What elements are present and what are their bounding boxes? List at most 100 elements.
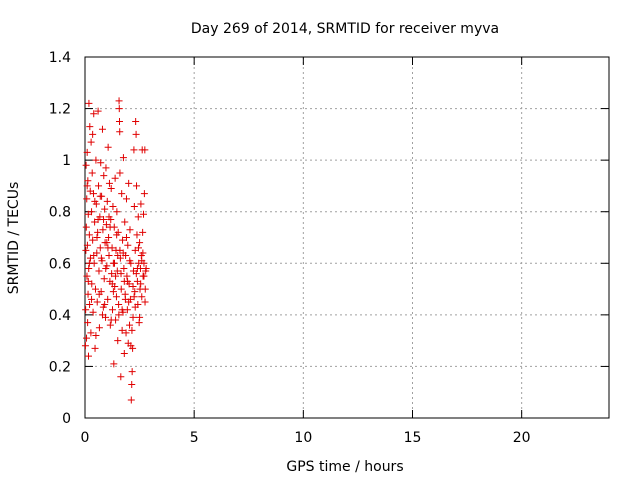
data-point <box>86 301 94 309</box>
data-point <box>137 200 145 208</box>
data-point <box>103 197 111 205</box>
data-point <box>82 223 90 231</box>
data-point <box>105 252 113 260</box>
data-point <box>125 179 133 187</box>
data-point <box>120 277 128 285</box>
data-point <box>141 285 149 293</box>
y-tick-label: 0.6 <box>49 256 71 272</box>
data-point <box>90 252 98 260</box>
data-point <box>116 169 124 177</box>
data-point <box>128 368 136 376</box>
data-point <box>83 195 91 203</box>
data-point <box>86 123 94 131</box>
data-point <box>117 270 125 278</box>
data-point <box>98 311 106 319</box>
data-point <box>83 272 91 280</box>
data-point <box>97 254 105 262</box>
data-point <box>104 295 112 303</box>
data-point <box>113 231 121 239</box>
data-point <box>121 218 129 226</box>
data-point <box>106 223 114 231</box>
data-point <box>122 195 130 203</box>
x-tick-label: 20 <box>513 430 531 446</box>
data-point <box>95 324 103 332</box>
data-point <box>96 192 104 200</box>
x-tick-label: 10 <box>294 430 312 446</box>
data-point <box>95 267 103 275</box>
y-tick-label: 0.2 <box>49 359 71 375</box>
data-point <box>141 298 149 306</box>
grid-lines <box>85 57 609 418</box>
data-point <box>126 257 134 265</box>
data-point <box>89 130 97 138</box>
data-point <box>133 231 141 239</box>
data-point <box>108 270 116 278</box>
data-point <box>132 130 140 138</box>
data-point <box>120 350 128 358</box>
data-point <box>102 221 110 229</box>
data-point <box>115 311 123 319</box>
data-point <box>115 301 123 309</box>
data-point <box>83 182 91 190</box>
x-tick-label: 15 <box>404 430 422 446</box>
data-point <box>140 210 148 218</box>
data-point <box>138 293 146 301</box>
data-point <box>120 264 128 272</box>
data-point <box>127 396 135 404</box>
data-point <box>134 213 142 221</box>
data-point <box>112 272 120 280</box>
y-tick-label: 0 <box>62 411 71 427</box>
data-point <box>115 105 123 113</box>
data-point <box>110 259 118 267</box>
data-point <box>90 110 98 118</box>
data-point <box>94 228 102 236</box>
data-point <box>84 277 92 285</box>
data-point <box>102 264 110 272</box>
data-point <box>83 148 91 156</box>
data-point <box>118 306 126 314</box>
data-point <box>130 146 138 154</box>
data-point <box>101 301 109 309</box>
data-point <box>134 244 142 252</box>
data-point <box>132 117 140 125</box>
data-point <box>106 321 114 329</box>
data-point <box>109 306 117 314</box>
data-point <box>133 182 141 190</box>
data-point <box>126 321 134 329</box>
data-point <box>90 190 98 198</box>
data-point <box>137 280 145 288</box>
data-point <box>97 159 105 167</box>
data-point <box>114 252 122 260</box>
y-tick-label: 1.4 <box>49 50 71 66</box>
data-point <box>109 203 117 211</box>
data-point <box>139 228 147 236</box>
data-point <box>85 231 93 239</box>
plot-frame <box>84 56 610 419</box>
data-point <box>85 259 93 267</box>
data-point <box>122 329 130 337</box>
data-point <box>100 172 108 180</box>
data-point <box>142 264 150 272</box>
data-point <box>132 270 140 278</box>
data-point <box>130 203 138 211</box>
data-point <box>111 174 119 182</box>
data-point <box>94 215 102 223</box>
axis-ticks: 0 5 10 15 20 0 0.2 0.4 0.6 0.8 1 1.2 1.4 <box>49 50 609 446</box>
data-point <box>129 313 137 321</box>
x-tick-label: 0 <box>81 430 90 446</box>
data-point <box>104 143 112 151</box>
data-point <box>115 97 123 105</box>
data-point <box>117 285 125 293</box>
data-point <box>92 331 100 339</box>
data-point <box>114 337 122 345</box>
chart-title: Day 269 of 2014, SRMTID for receiver myv… <box>191 21 499 37</box>
data-point <box>99 226 107 234</box>
data-point <box>140 190 148 198</box>
x-tick-label: 5 <box>190 430 199 446</box>
data-point <box>109 288 117 296</box>
data-point <box>125 298 133 306</box>
data-point <box>81 342 89 350</box>
data-point <box>139 249 147 257</box>
data-point <box>136 313 144 321</box>
